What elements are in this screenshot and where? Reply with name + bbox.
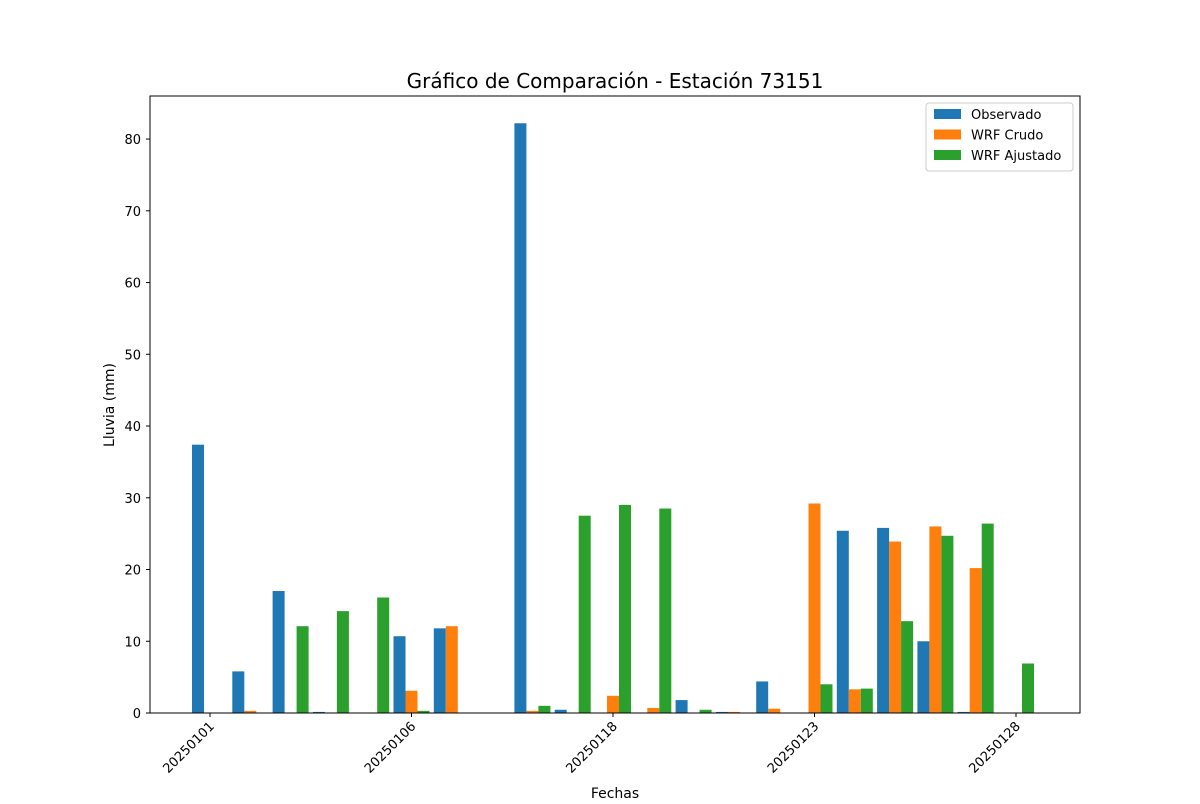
- x-tick-label: 20250123: [765, 719, 822, 776]
- bar: [659, 508, 672, 713]
- legend-label: WRF Crudo: [971, 129, 1043, 144]
- bar: [836, 530, 849, 713]
- y-tick-label: 50: [124, 348, 141, 363]
- legend-swatch: [934, 109, 961, 119]
- bar: [981, 523, 994, 713]
- y-tick-label: 30: [124, 492, 141, 507]
- bar: [445, 626, 458, 713]
- bar: [433, 628, 446, 713]
- legend-swatch: [934, 129, 961, 140]
- chart-title: Gráfico de Comparación - Estación 73151: [407, 69, 824, 93]
- legend-item: Observado: [934, 108, 1042, 123]
- y-tick-label: 60: [124, 277, 141, 292]
- x-tick-label: 20250106: [362, 719, 419, 776]
- bar: [619, 504, 631, 713]
- bar: [554, 709, 567, 713]
- bar: [393, 636, 406, 713]
- bar: [768, 708, 781, 713]
- bar: [675, 700, 688, 713]
- x-tick-label: 20250118: [563, 719, 620, 776]
- bar: [929, 526, 942, 713]
- bar: [727, 711, 740, 713]
- bar: [808, 503, 821, 713]
- plot-area: [192, 123, 1034, 713]
- y-tick-label: 80: [124, 133, 141, 148]
- bar: [417, 710, 430, 713]
- bar: [969, 568, 982, 713]
- legend-box: [925, 102, 1074, 172]
- bar: [848, 689, 861, 713]
- bar: [607, 695, 619, 713]
- bar: [377, 597, 390, 713]
- series-1: [192, 123, 970, 713]
- x-axis-ticks: 20250101 20250106 20250118 20250123 20250128: [160, 713, 1024, 777]
- bar: [192, 444, 204, 713]
- bar: [877, 527, 890, 713]
- x-tick-label: 20250128: [966, 719, 1023, 776]
- bar: [336, 611, 349, 713]
- bar: [860, 688, 873, 713]
- bar: [312, 711, 325, 713]
- bar: [1022, 663, 1034, 713]
- bar: [244, 710, 257, 713]
- legend-swatch: [934, 150, 961, 160]
- bar: [647, 707, 660, 713]
- bar: [756, 681, 769, 713]
- bar: [941, 535, 954, 713]
- bar: [538, 705, 551, 713]
- bar: [699, 709, 712, 713]
- bar: [889, 541, 902, 713]
- y-tick-label: 40: [124, 420, 141, 435]
- legend-item: WRF Ajustado: [934, 149, 1061, 164]
- bar: [578, 515, 591, 713]
- y-tick-label: 70: [124, 205, 141, 220]
- legend-label: Observado: [971, 108, 1042, 123]
- y-tick-label: 10: [124, 635, 141, 650]
- plot-frame: [149, 95, 1081, 714]
- y-axis-label: Lluvia (mm): [102, 363, 118, 447]
- bar: [405, 690, 418, 713]
- legend-label: WRF Ajustado: [971, 149, 1061, 164]
- y-tick-label: 20: [124, 564, 141, 579]
- bar: [526, 710, 539, 713]
- bar: [514, 123, 527, 713]
- bar: [917, 641, 930, 713]
- x-tick-label: 20250101: [160, 719, 217, 776]
- y-tick-label: 0: [133, 707, 141, 722]
- bar: [715, 711, 728, 713]
- bar: [296, 626, 309, 713]
- legend: Observado WRF Crudo WRF Ajustado: [925, 102, 1074, 172]
- bar: [232, 671, 245, 713]
- bar: [272, 591, 285, 713]
- series-2: [244, 503, 982, 713]
- bar: [957, 711, 970, 713]
- bar: [820, 684, 833, 713]
- bar: [901, 621, 914, 713]
- legend-item: WRF Crudo: [934, 129, 1043, 144]
- y-axis-ticks: 0 10 20 30 40 50 60 70 80: [124, 133, 150, 722]
- series-3: [296, 504, 1034, 713]
- x-axis-label: Fechas: [591, 786, 639, 800]
